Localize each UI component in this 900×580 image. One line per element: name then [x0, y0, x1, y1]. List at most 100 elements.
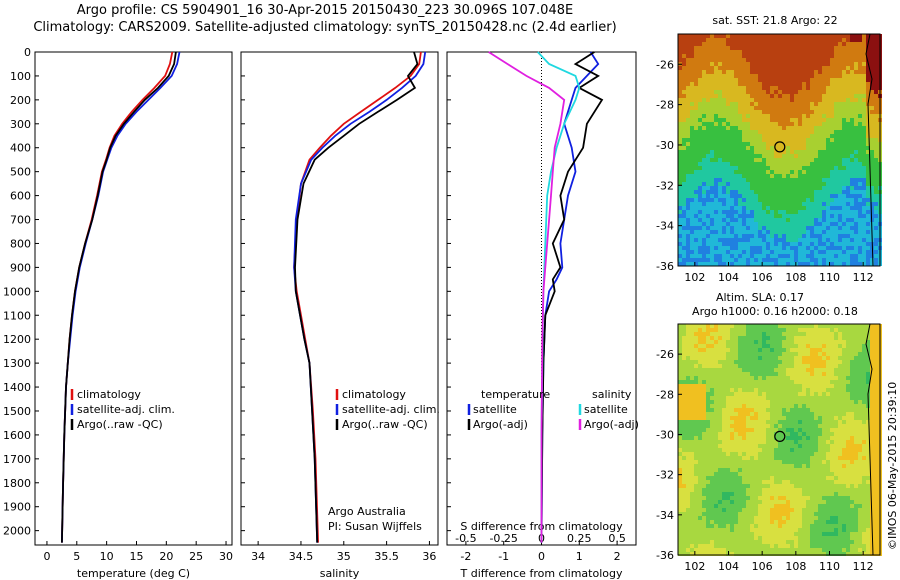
map-cell — [702, 364, 706, 368]
map-cell — [702, 336, 706, 340]
map-cell — [818, 38, 822, 42]
map-cell — [822, 388, 826, 392]
map-cell — [822, 62, 826, 66]
map-cell — [830, 110, 834, 114]
map-cell — [702, 258, 706, 262]
map-cell — [858, 408, 862, 412]
map-cell — [842, 332, 846, 336]
legend-label: temperature — [481, 388, 550, 401]
map-cell — [750, 138, 754, 142]
map-cell — [818, 158, 822, 162]
map-cell — [778, 82, 782, 86]
map-cell — [826, 384, 830, 388]
map-cell — [826, 178, 830, 182]
map-cell — [754, 58, 758, 62]
map-cell — [818, 230, 822, 234]
map-cell — [794, 178, 798, 182]
map-cell — [698, 356, 702, 360]
map-cell — [810, 70, 814, 74]
map-cell — [870, 420, 874, 424]
legend-label: Argo(..raw -QC) — [342, 418, 428, 431]
map-cell — [802, 170, 806, 174]
map-cell — [754, 416, 758, 420]
map-cell — [698, 332, 702, 336]
map-cell — [814, 102, 818, 106]
map-cell — [802, 464, 806, 468]
map-cell — [794, 50, 798, 54]
map-cell — [734, 388, 738, 392]
map-cell — [758, 190, 762, 194]
map-cell — [846, 222, 850, 226]
map-cell — [706, 50, 710, 54]
map-cell — [798, 324, 802, 328]
map-cell — [870, 448, 874, 452]
map-cell — [690, 174, 694, 178]
map-cell — [818, 162, 822, 166]
map-cell — [786, 38, 790, 42]
map-cell — [694, 424, 698, 428]
map-cell — [758, 424, 762, 428]
y-tick-label: 1800 — [3, 477, 31, 490]
map-cell — [690, 364, 694, 368]
map-cell — [834, 78, 838, 82]
map-cell — [678, 428, 682, 432]
map-cell — [862, 42, 866, 46]
map-cell — [722, 46, 726, 50]
map-cell — [794, 62, 798, 66]
map-cell — [838, 452, 842, 456]
map-cell — [754, 174, 758, 178]
map-cell — [750, 122, 754, 126]
map-cell — [818, 456, 822, 460]
map-cell — [854, 110, 858, 114]
map-cell — [838, 182, 842, 186]
map-subtitle: Argo h1000: 0.16 h2000: 0.18 — [692, 305, 858, 318]
map-cell — [814, 210, 818, 214]
map-cell — [718, 38, 722, 42]
map-cell — [710, 194, 714, 198]
map-cell — [714, 368, 718, 372]
map-cell — [722, 82, 726, 86]
map-cell — [734, 452, 738, 456]
map-cell — [710, 222, 714, 226]
map-cell — [830, 234, 834, 238]
top-x-tick-label: -0.5 — [455, 532, 476, 545]
map-cell — [770, 368, 774, 372]
map-cell — [686, 404, 690, 408]
map-cell — [726, 58, 730, 62]
map-cell — [706, 428, 710, 432]
map-cell — [838, 344, 842, 348]
map-cell — [866, 130, 870, 134]
map-cell — [822, 412, 826, 416]
map-cell — [858, 238, 862, 242]
map-cell — [690, 262, 694, 266]
map-cell — [806, 86, 810, 90]
map-cell — [726, 202, 730, 206]
map-cell — [678, 340, 682, 344]
x-tick-label: 35 — [337, 550, 351, 563]
map-cell — [734, 202, 738, 206]
map-cell — [778, 198, 782, 202]
map-cell — [754, 400, 758, 404]
map-cell — [834, 70, 838, 74]
map-cell — [706, 324, 710, 328]
map-cell — [794, 154, 798, 158]
map-cell — [794, 46, 798, 50]
map-cell — [834, 142, 838, 146]
map-cell — [846, 324, 850, 328]
map-cell — [762, 78, 766, 82]
map-cell — [734, 218, 738, 222]
map-cell — [862, 214, 866, 218]
map-cell — [862, 210, 866, 214]
map-cell — [682, 34, 686, 38]
map-cell — [742, 340, 746, 344]
map-cell — [850, 372, 854, 376]
map-cell — [862, 444, 866, 448]
map-cell — [746, 74, 750, 78]
map-cell — [702, 102, 706, 106]
map-cell — [862, 428, 866, 432]
map-cell — [826, 198, 830, 202]
map-cell — [814, 376, 818, 380]
map-cell — [698, 50, 702, 54]
map-cell — [838, 436, 842, 440]
map-cell — [742, 364, 746, 368]
